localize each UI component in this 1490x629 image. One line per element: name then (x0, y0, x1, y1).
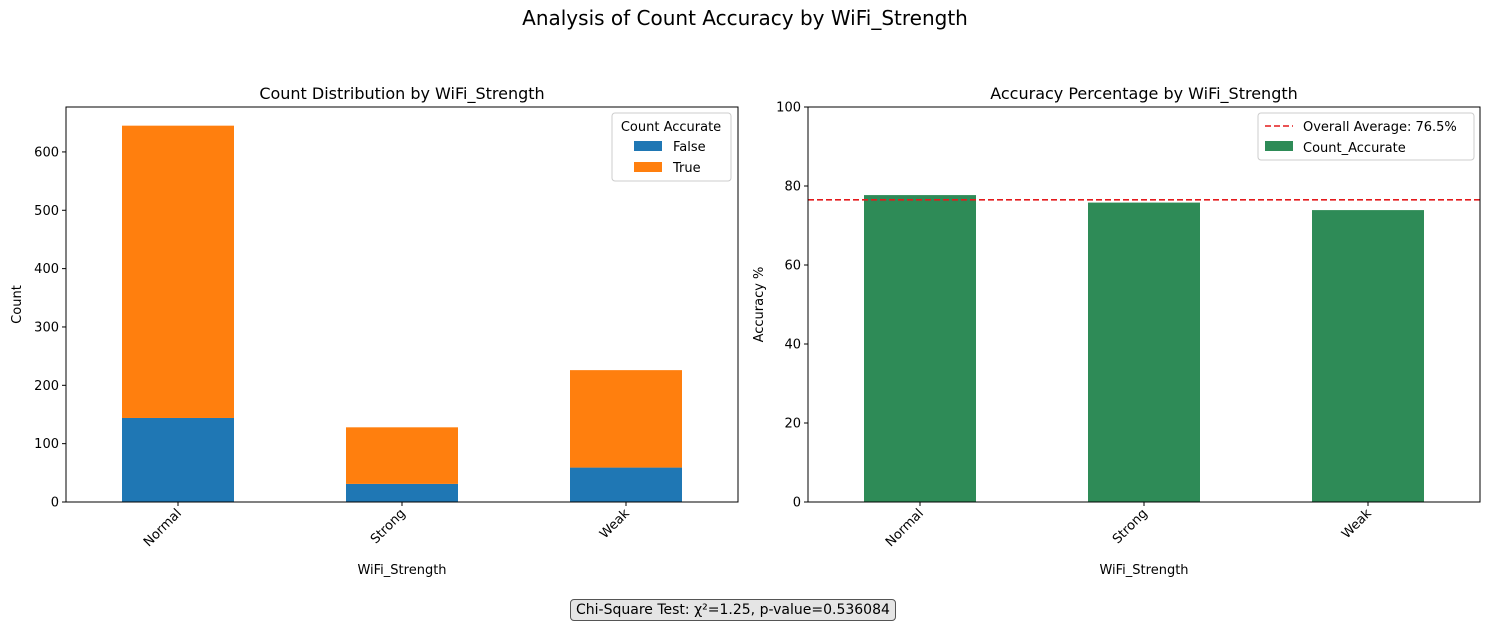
y-axis-label: Accuracy % (752, 267, 767, 343)
y-tick-label: 80 (784, 180, 801, 195)
bar-false-normal (122, 417, 234, 502)
legend-label-true: True (672, 161, 701, 176)
bar-true-weak (570, 370, 682, 468)
y-tick-label: 200 (34, 379, 59, 394)
x-tick-label: Strong (1110, 506, 1151, 547)
y-tick-label: 60 (784, 259, 801, 274)
bar-false-strong (346, 483, 458, 502)
y-tick-label: 20 (784, 417, 801, 432)
x-tick-label: Strong (368, 506, 409, 547)
y-tick-label: 300 (34, 320, 59, 335)
count-legend: Count Accurate False True (611, 112, 732, 182)
y-tick-label: 0 (793, 496, 801, 511)
y-tick-label: 500 (34, 204, 59, 219)
y-tick-label: 600 (34, 145, 59, 160)
x-tick-label: Normal (141, 506, 185, 550)
y-tick-label: 40 (784, 338, 801, 353)
legend-swatch-false (634, 141, 662, 151)
x-tick-label: Weak (1339, 506, 1375, 542)
accuracy-legend: Overall Average: 76.5% Count_Accurate (1257, 112, 1475, 161)
bar-false-weak (570, 467, 682, 502)
legend-swatch-true (634, 162, 662, 172)
chart-title: Count Distribution by WiFi_Strength (259, 84, 544, 104)
y-tick-label: 100 (34, 437, 59, 452)
x-tick-label: Normal (883, 506, 927, 550)
x-axis-label: WiFi_Strength (1099, 563, 1188, 578)
count-distribution-chart: 0 100 200 300 400 500 600 Normal Strong Weak Count… (10, 84, 739, 578)
legend-label-average: Overall Average: 76.5% (1303, 120, 1457, 135)
y-tick-label: 100 (776, 101, 801, 116)
legend-label-false: False (673, 140, 706, 155)
bar-true-strong (346, 427, 458, 484)
accuracy-percentage-chart: 0 20 40 60 80 100 Normal Strong Weak Accuracy Per… (752, 84, 1481, 578)
chart-title: Accuracy Percentage by WiFi_Strength (990, 84, 1298, 104)
bar-count-accurate-normal (864, 195, 976, 502)
figure-suptitle: Analysis of Count Accuracy by WiFi_Stren… (522, 6, 968, 30)
bar-count-accurate-weak (1312, 210, 1424, 502)
y-tick-label: 0 (51, 496, 59, 511)
y-tick-label: 400 (34, 262, 59, 277)
bar-true-normal (122, 125, 234, 418)
legend-frame (1257, 112, 1475, 161)
bar-count-accurate-strong (1088, 202, 1200, 502)
legend-label-count-accurate: Count_Accurate (1303, 141, 1406, 156)
x-axis-label: WiFi_Strength (357, 563, 446, 578)
legend-title: Count Accurate (621, 120, 721, 135)
chi-square-annotation: Chi-Square Test: χ²=1.25, p-value=0.5360… (570, 599, 896, 621)
legend-swatch-count-accurate (1265, 141, 1293, 151)
x-tick-label: Weak (597, 506, 633, 542)
y-axis-label: Count (10, 285, 25, 324)
